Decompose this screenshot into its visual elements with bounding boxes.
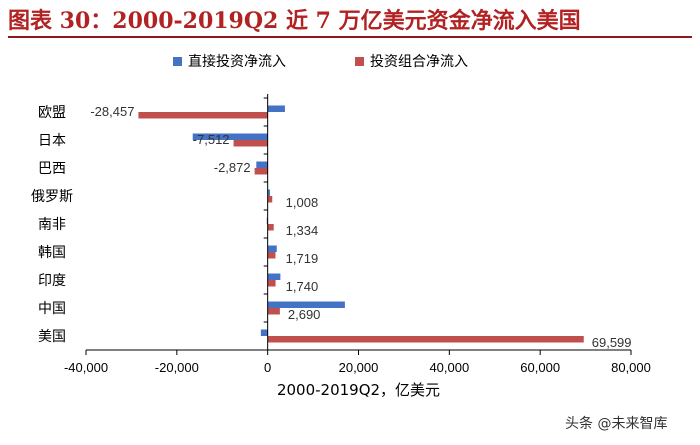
category-label: 日本 [38,133,66,149]
x-tick-label: -20,000 [155,360,199,375]
fdi-bar [267,301,345,308]
x-tick-label: 80,000 [611,360,651,375]
x-tick-label: 0 [264,360,271,375]
data-label: 1,008 [286,195,319,210]
fdi-bar [267,273,281,280]
x-tick-label: 60,000 [520,360,560,375]
category-label: 美国 [38,329,66,345]
category-label: 韩国 [38,245,66,261]
legend-label: 直接投资净流入 [188,53,286,70]
portfolio-bar [267,308,280,315]
fdi-bar [256,161,268,168]
title-divider [8,36,692,38]
data-label: 1,334 [286,223,319,238]
portfolio-bar [267,336,584,343]
portfolio-bar [138,112,268,119]
portfolio-bar [267,196,273,203]
data-label: -2,872 [214,160,251,175]
portfolio-bar [233,140,268,147]
category-label: 中国 [38,301,66,317]
watermark: 头条 @未来智库 [565,416,668,432]
legend-swatch [355,57,364,66]
data-label: 2,690 [288,307,321,322]
portfolio-bar [267,252,276,259]
data-label: -7,512 [193,132,230,147]
data-label: -28,457 [90,104,134,119]
fdi-bar [260,329,268,336]
data-label: 1,740 [286,279,319,294]
portfolio-bar [267,280,276,287]
x-axis-title: 2000-2019Q2，亿美元 [277,381,440,399]
category-label: 欧盟 [38,105,66,121]
fdi-bar [267,105,285,112]
category-label: 巴西 [38,161,66,177]
category-label: 俄罗斯 [31,189,73,205]
portfolio-bar [267,224,274,231]
x-tick-label: -40,000 [64,360,108,375]
fdi-bar [267,245,277,252]
fdi-bar [267,189,270,196]
fdi-bar [192,133,268,140]
legend-swatch [173,57,182,66]
data-label: 1,719 [286,251,319,266]
x-tick-label: 20,000 [339,360,379,375]
category-label: 南非 [38,217,66,233]
legend-label: 投资组合净流入 [370,54,468,70]
data-label: 69,599 [592,335,632,350]
figure-title: 图表 30：2000-2019Q2 近 7 万亿美元资金净流入美国 [8,8,581,34]
portfolio-bar [254,168,268,175]
title-row: 图表 30：2000-2019Q2 近 7 万亿美元资金净流入美国 [8,0,692,34]
category-label: 印度 [38,273,66,289]
x-tick-label: 40,000 [429,360,469,375]
